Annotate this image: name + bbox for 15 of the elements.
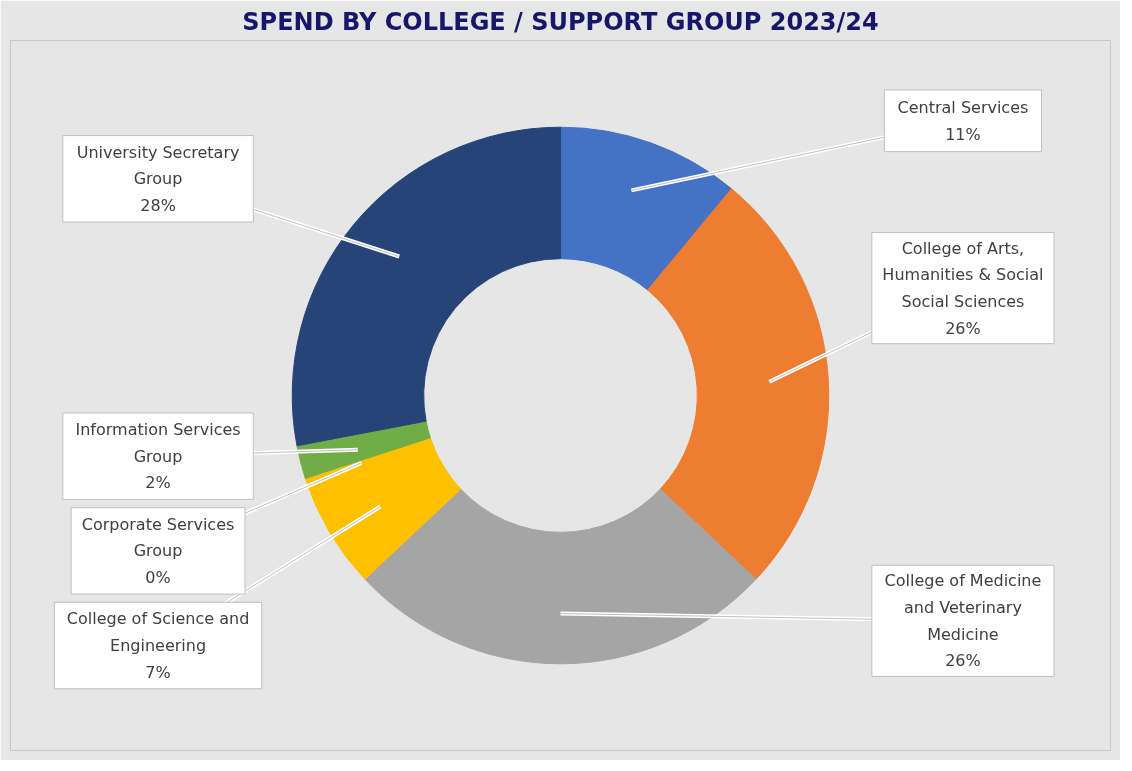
slice-label: Information Services Group bbox=[75, 420, 241, 466]
slice-label: Central Services bbox=[897, 97, 1029, 117]
data-label: 7% bbox=[145, 662, 171, 682]
data-label: 28% bbox=[140, 195, 176, 215]
data-label: 2% bbox=[145, 473, 171, 493]
slice-label: College of Science and Engineering bbox=[66, 609, 250, 656]
slice-label: College of Arts, Humanities & Social Social Sciences bbox=[882, 238, 1044, 311]
data-label: 26% bbox=[945, 318, 981, 338]
chart-title: SPEND BY COLLEGE / SUPPORT GROUP 2023/24 bbox=[242, 7, 879, 36]
text: 0% bbox=[145, 567, 171, 587]
slice-label: University Secretary Group bbox=[76, 142, 240, 189]
slice-label: College of Medicine and Veterinary Medicine bbox=[884, 571, 1042, 644]
data-label: 11% bbox=[945, 124, 981, 144]
category-label: Corporate Services Group bbox=[81, 514, 235, 561]
data-label: 26% bbox=[945, 651, 981, 671]
